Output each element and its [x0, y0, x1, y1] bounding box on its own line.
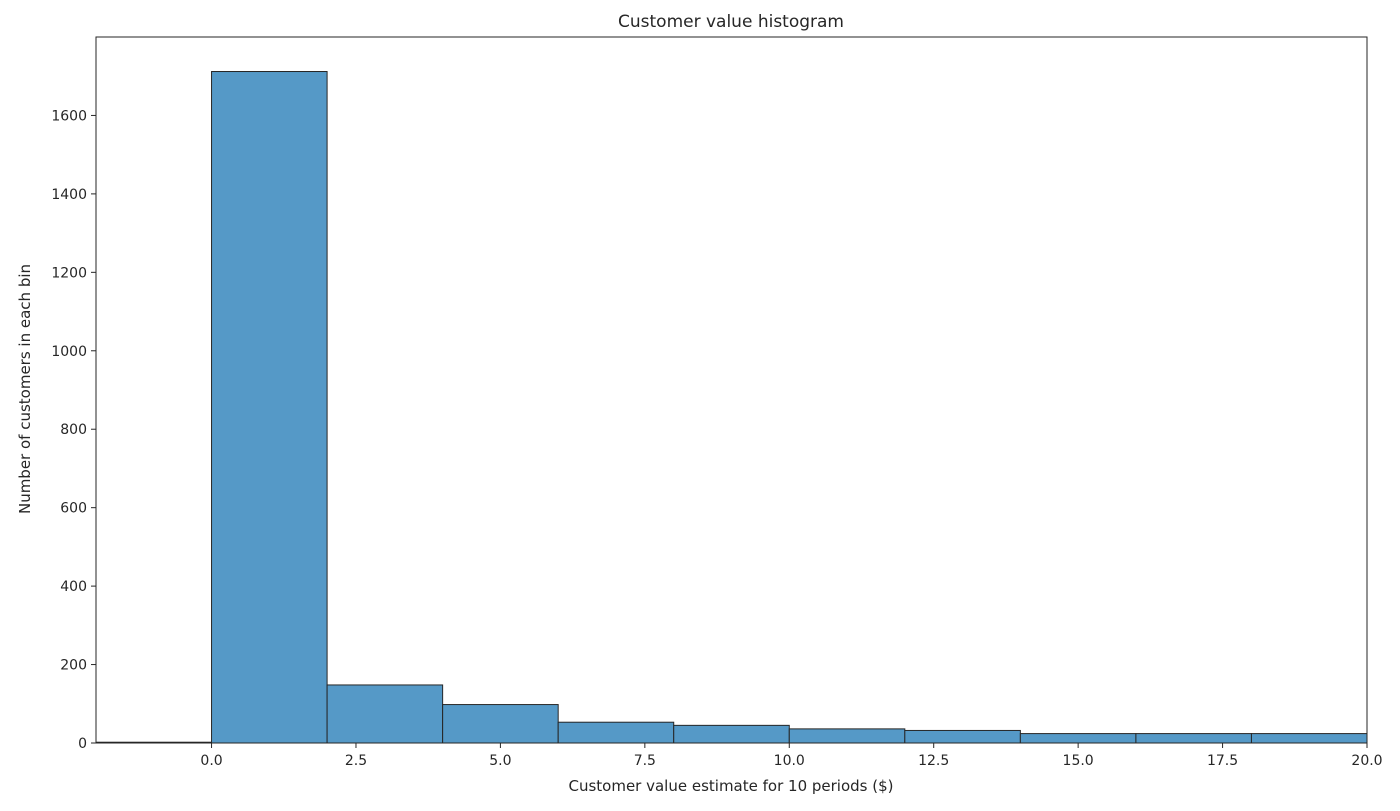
x-tick-label: 15.0 — [1063, 753, 1094, 769]
x-tick-label: 2.5 — [345, 753, 367, 769]
y-tick-label: 1600 — [51, 108, 87, 124]
y-tick-label: 1000 — [51, 344, 87, 360]
y-tick-label: 0 — [78, 736, 87, 752]
histogram-bar-8 — [1019, 733, 1137, 744]
y-tick-label: 800 — [60, 422, 87, 438]
x-tick-label: 20.0 — [1351, 753, 1382, 769]
histogram-bar-2 — [326, 684, 444, 744]
histogram-bar-10 — [1250, 733, 1368, 744]
histogram-bar-4 — [557, 721, 675, 744]
y-tick-label: 400 — [60, 579, 87, 595]
bars-layer — [95, 71, 1368, 744]
chart-title: Customer value histogram — [618, 12, 844, 32]
ticks-layer: 0.0 2.5 5.0 7.5 10.0 12.5 15.0 17.5 20.0 0 200 400 6… — [51, 108, 1382, 769]
x-tick-label: 7.5 — [634, 753, 656, 769]
histogram-bar-1 — [211, 71, 328, 744]
x-tick-label: 17.5 — [1207, 753, 1238, 769]
y-tick-label: 200 — [60, 658, 87, 674]
x-tick-label: 12.5 — [918, 753, 949, 769]
histogram-bar-9 — [1135, 733, 1252, 744]
y-tick-label: 1200 — [51, 265, 87, 281]
histogram-bar-3 — [442, 704, 559, 744]
histogram-bar-6 — [788, 728, 906, 744]
y-tick-label: 1400 — [51, 187, 87, 203]
y-axis-label: Number of customers in each bin — [16, 264, 34, 514]
plot-frame — [95, 36, 1368, 744]
histogram-bar-5 — [673, 724, 790, 744]
x-tick-label: 10.0 — [774, 753, 805, 769]
x-tick-label: 5.0 — [489, 753, 511, 769]
x-axis-label: Customer value estimate for 10 periods (… — [568, 777, 893, 795]
x-tick-label: 0.0 — [200, 753, 222, 769]
y-tick-label: 600 — [60, 501, 87, 517]
histogram-bar-7 — [904, 729, 1021, 744]
